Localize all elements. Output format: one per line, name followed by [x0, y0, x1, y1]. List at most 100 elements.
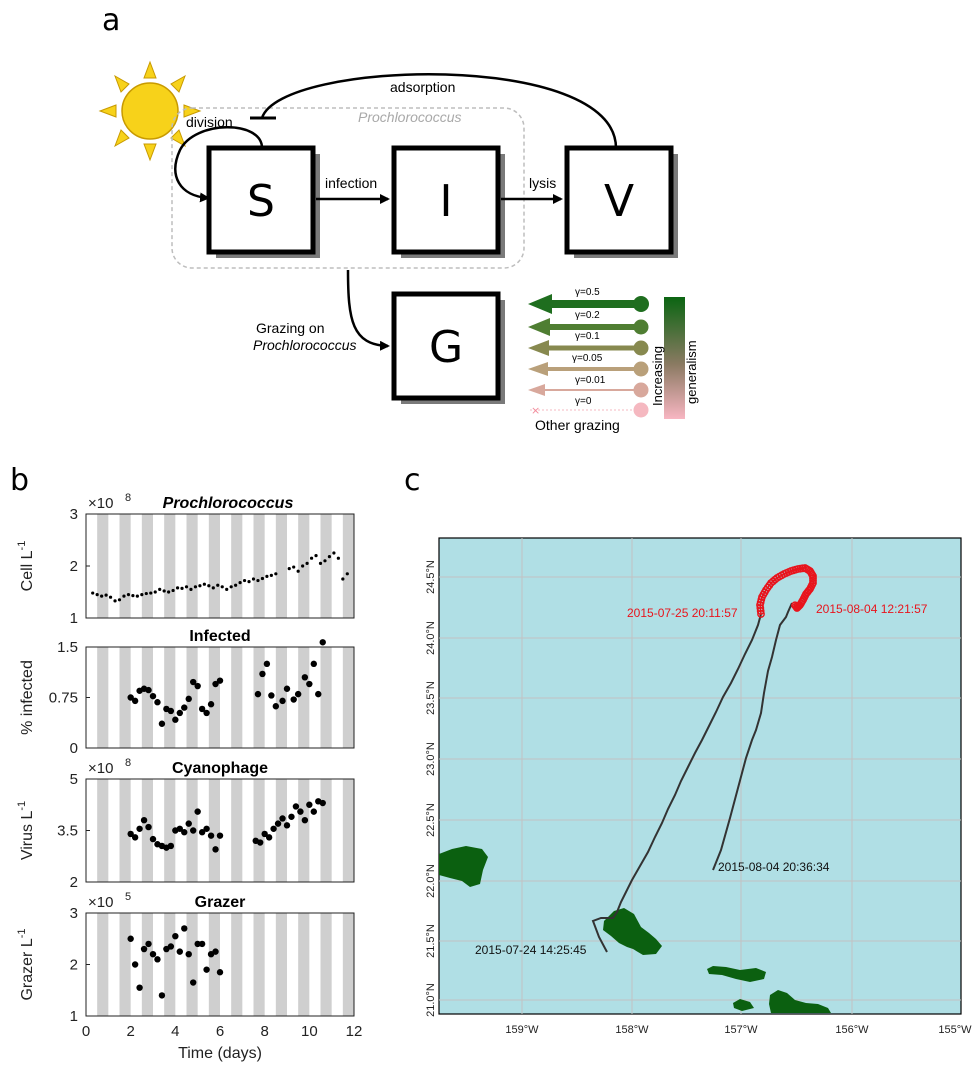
svg-text:×: × — [531, 404, 540, 417]
data-point — [269, 573, 273, 577]
gamma-legend: γ=0.5 γ=0.2 γ=0.1 γ=0.05 γ=0.01 — [528, 287, 649, 433]
night-band — [298, 647, 310, 748]
data-point — [171, 588, 175, 593]
timeseries-cyanophage: 2 3.5 5 Cyanophage ×10 8 Virus L-1 — [16, 757, 355, 891]
data-point — [95, 593, 99, 597]
night-band — [320, 913, 332, 1016]
data-point — [345, 572, 349, 576]
data-point — [294, 690, 302, 698]
night-band — [231, 647, 243, 748]
data-point — [149, 835, 157, 843]
annotation-start-red: 2015-07-25 20:11:57 — [627, 606, 738, 620]
data-point — [167, 590, 171, 594]
y-tick-label: 1 — [70, 1008, 78, 1025]
data-point — [272, 703, 280, 710]
data-point — [181, 925, 188, 932]
data-point — [203, 709, 210, 717]
axis-multiplier: ×10 — [88, 495, 113, 512]
data-point — [229, 585, 233, 589]
data-point — [145, 686, 152, 694]
data-point — [297, 808, 304, 815]
data-point — [154, 956, 161, 963]
x-tick-label: 4 — [171, 1023, 179, 1040]
data-point — [145, 823, 152, 831]
data-point — [207, 832, 215, 839]
svg-text:I: I — [440, 176, 453, 227]
y-tick-label: 1.5 — [57, 639, 78, 656]
night-band — [141, 514, 153, 618]
sample-point — [791, 601, 799, 610]
svg-text:24.5°N: 24.5°N — [425, 560, 437, 594]
data-point — [274, 572, 278, 576]
data-point — [242, 578, 247, 583]
night-band — [186, 514, 198, 618]
compartment-v: V — [564, 145, 678, 258]
axis-multiplier-exponent: 8 — [125, 757, 131, 769]
data-point — [198, 584, 202, 588]
gamma-arrow-0.2: γ=0.2 — [528, 310, 649, 336]
data-point — [207, 584, 211, 588]
prochlorococcus-region — [171, 107, 525, 269]
night-band — [97, 647, 109, 748]
night-band — [141, 913, 153, 1016]
data-point — [181, 829, 188, 836]
data-point — [323, 559, 327, 563]
sample-points — [756, 564, 817, 618]
data-point — [259, 670, 266, 678]
data-point — [176, 709, 183, 717]
data-point — [194, 808, 201, 815]
night-band — [231, 913, 243, 1016]
data-point — [100, 594, 104, 598]
data-point — [306, 801, 313, 808]
infection-label: infection — [325, 175, 377, 191]
data-point — [310, 660, 317, 668]
night-band — [141, 779, 153, 882]
night-band — [253, 514, 265, 618]
svg-text:22.0°N: 22.0°N — [425, 864, 437, 898]
data-point — [225, 587, 229, 592]
data-point — [341, 577, 345, 581]
x-axis-label: Time (days) — [178, 1045, 262, 1062]
data-point — [149, 951, 157, 958]
y-tick-label: 2 — [70, 874, 78, 891]
data-point — [310, 808, 317, 815]
grazing-label-2: Prochlorococcus — [253, 337, 357, 353]
timeseries-grazer: 1 2 3 Grazer ×10 5 Grazer L-1 — [16, 891, 355, 1025]
data-point — [203, 966, 210, 973]
data-point — [158, 587, 162, 592]
x-tick-label: 8 — [260, 1023, 268, 1040]
svg-text:21.5°N: 21.5°N — [425, 924, 437, 958]
data-point — [172, 716, 179, 723]
data-point — [263, 660, 271, 668]
night-band — [320, 514, 332, 618]
svg-text:γ=0.1: γ=0.1 — [575, 331, 600, 342]
island-molokai — [707, 966, 766, 982]
island-lanai — [733, 999, 754, 1011]
generalism-colorbar — [664, 297, 685, 419]
svg-text:γ=0.5: γ=0.5 — [575, 287, 600, 298]
data-point — [172, 932, 179, 940]
data-point — [153, 590, 157, 594]
night-band — [208, 514, 220, 618]
night-band — [275, 779, 287, 882]
sun-icon — [98, 60, 202, 162]
data-point — [301, 817, 309, 824]
night-band — [164, 514, 176, 618]
data-point — [131, 961, 139, 968]
data-point — [91, 591, 95, 595]
prochlorococcus-region-label: Prochlorococcus — [358, 109, 462, 125]
y-axis-label: Grazer L-1 — [16, 928, 36, 1000]
colorbar-label-2: generalism — [684, 340, 699, 404]
data-point — [212, 948, 219, 955]
timeseries-infected: 0 0.75 1.5 Infected % infected — [19, 628, 355, 757]
axis-multiplier: ×10 — [88, 760, 113, 777]
night-band — [119, 779, 131, 882]
night-band — [97, 779, 109, 882]
data-point — [158, 992, 166, 999]
night-band — [342, 514, 354, 618]
data-point — [247, 580, 251, 584]
axis-multiplier-exponent: 5 — [125, 891, 131, 903]
data-point — [136, 825, 143, 832]
night-band — [253, 913, 265, 1016]
